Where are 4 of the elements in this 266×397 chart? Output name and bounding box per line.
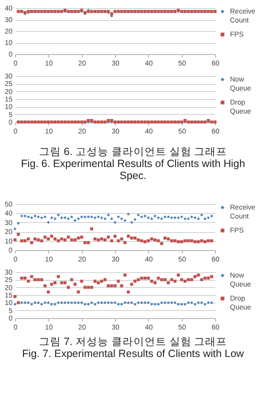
- caption: 그림 6. 고성능 클라이언트 실험 그래프: [38, 146, 228, 158]
- caption: Fig. 6. Experimental Results of Clients with High Spec.: [20, 158, 246, 182]
- caption: Fig. 7. Experimental Results of Clients with Low: [21, 348, 245, 360]
- caption: 그림 7. 저성능 클라이언트 실험 그래프: [38, 336, 228, 348]
